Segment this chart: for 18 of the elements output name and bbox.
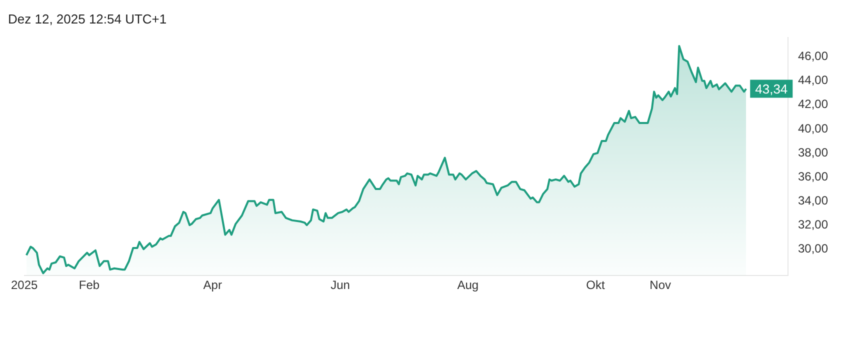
y-tick-label: 30,00 — [798, 241, 828, 256]
annotation: 43,34 — [755, 81, 788, 96]
x-tick-label: Okt — [586, 278, 606, 292]
x-tick-label: Apr — [203, 278, 222, 292]
y-tick-label: 32,00 — [798, 217, 828, 232]
y-tick-label: 34,00 — [798, 193, 828, 208]
x-tick-label: Aug — [457, 278, 479, 292]
y-tick-label: 42,00 — [798, 97, 828, 112]
y-tick-label: 38,00 — [798, 145, 828, 160]
y-tick-label: 46,00 — [798, 49, 828, 64]
x-tick-label: Nov — [650, 278, 672, 292]
y-tick-label: 44,00 — [798, 73, 828, 88]
x-tick-label: Feb — [78, 278, 100, 292]
chart-title: Dez 12, 2025 12:54 UTC+1 — [8, 11, 167, 26]
y-tick-label: 36,00 — [798, 169, 828, 184]
x-tick-label: Jun — [330, 278, 350, 292]
y-tick-label: 40,00 — [798, 121, 828, 136]
x-tick-label: 2025 — [10, 278, 38, 292]
